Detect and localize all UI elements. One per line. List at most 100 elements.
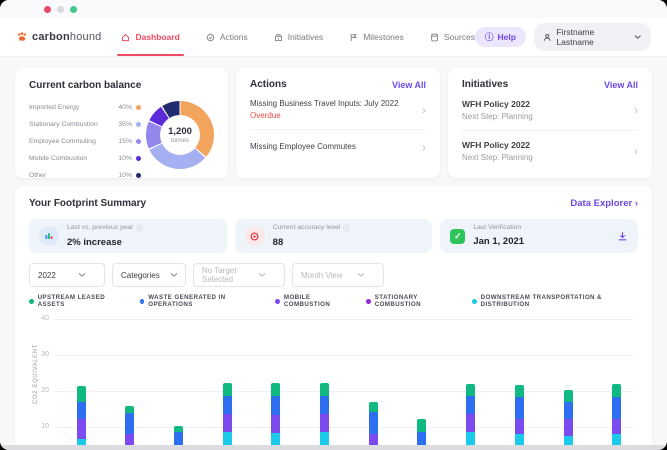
- bar-segment: [76, 438, 86, 450]
- bar-segment: [563, 419, 573, 436]
- y-axis-label: CO2 EQUIVALENT: [33, 344, 39, 404]
- brand-logo[interactable]: carbonhound: [16, 31, 101, 43]
- legend-percent: 40%: [118, 104, 132, 111]
- bar-chart-legend: UPSTREAM LEASED ASSETS WASTE GENERATED I…: [29, 294, 638, 308]
- legend-row: Mobile Combustion 10%: [29, 150, 141, 167]
- carbon-balance-title: Current carbon balance: [29, 80, 142, 91]
- nav-label: Dashboard: [135, 32, 180, 42]
- initiatives-card: Initiatives View All WFH Policy 2022 Nex…: [448, 68, 652, 178]
- stacked-bar[interactable]: [563, 389, 573, 450]
- home-icon: [122, 33, 130, 41]
- initiative-next-step: Next Step: Planning: [462, 112, 533, 121]
- person-icon: [543, 33, 551, 41]
- action-item[interactable]: Missing Employee Commutes ›: [250, 130, 426, 163]
- filter-value: No Target Selected: [202, 266, 237, 284]
- bar-segment: [417, 419, 427, 433]
- stacked-bar[interactable]: [125, 406, 135, 450]
- categories-filter-dropdown[interactable]: Categories: [112, 263, 186, 287]
- bar-segment: [612, 396, 622, 419]
- initiatives-view-all-link[interactable]: View All: [603, 79, 638, 90]
- bar-segment: [320, 432, 329, 450]
- info-icon[interactable]: ⓘ: [136, 225, 143, 232]
- nav-item-milestones[interactable]: Milestones: [349, 18, 404, 56]
- bar-segment: [271, 433, 281, 450]
- stat-last-verification: ✓ Last Verification Jan 1, 2021: [440, 219, 639, 253]
- legend-row: Other 10%: [29, 167, 141, 184]
- legend-item: DOWNSTREAM TRANSPORTATION & DISTRIBUTION: [472, 294, 638, 308]
- chevron-down-icon: [635, 35, 642, 39]
- window-minimize-dot[interactable]: [57, 5, 64, 13]
- actions-title: Actions: [250, 79, 287, 90]
- bar-segment: [368, 433, 378, 450]
- footprint-summary-card: Your Footprint Summary Data Explorer › L…: [15, 186, 652, 450]
- bar-segment: [76, 385, 86, 403]
- stacked-bar[interactable]: [76, 385, 86, 450]
- nav-item-initiatives[interactable]: Initiatives: [274, 18, 323, 56]
- target-filter-dropdown[interactable]: No Target Selected: [193, 263, 285, 287]
- actions-view-all-link[interactable]: View All: [391, 79, 426, 90]
- y-tick: 20: [41, 387, 49, 394]
- bar-segment: [612, 433, 622, 450]
- user-menu[interactable]: Firstname Lastname: [533, 23, 651, 51]
- initiative-title: WFH Policy 2022: [462, 140, 531, 150]
- paw-icon: [18, 32, 26, 41]
- nav-items: Dashboard Actions Initiatives Milestones…: [117, 18, 475, 56]
- filter-value: 2022: [38, 270, 56, 280]
- action-item[interactable]: Missing Business Travel Inputs: July 202…: [250, 90, 426, 130]
- nav-item-dashboard[interactable]: Dashboard: [117, 18, 185, 56]
- stacked-bar[interactable]: [466, 384, 476, 450]
- legend-dot: [136, 139, 141, 144]
- download-icon: [618, 231, 627, 240]
- stacked-bar[interactable]: [612, 384, 622, 450]
- view-filter-dropdown[interactable]: Month View: [292, 263, 384, 287]
- chevron-right-icon: ›: [634, 144, 638, 158]
- bar-segment: [173, 432, 183, 450]
- bar-segment: [466, 396, 476, 415]
- y-tick: 30: [41, 351, 49, 358]
- chevron-down-icon: [170, 272, 178, 277]
- legend-percent: 35%: [118, 121, 132, 128]
- action-status: Overdue: [250, 111, 281, 120]
- legend-dot: [136, 156, 141, 161]
- legend-dot: [139, 298, 145, 304]
- initiatives-title: Initiatives: [462, 79, 509, 90]
- stacked-bar[interactable]: [320, 383, 329, 450]
- stat-label: Last Verification: [473, 223, 522, 231]
- info-icon[interactable]: ⓘ: [343, 225, 350, 232]
- nav-item-actions[interactable]: Actions: [206, 18, 248, 56]
- legend-percent: 10%: [118, 155, 132, 162]
- year-filter-dropdown[interactable]: 2022: [29, 263, 105, 287]
- brand-bold: carbon: [32, 31, 70, 43]
- stacked-bar[interactable]: [271, 383, 281, 450]
- stacked-bar[interactable]: [514, 384, 524, 450]
- stacked-bar[interactable]: [173, 425, 183, 450]
- window-zoom-dot[interactable]: [70, 5, 77, 13]
- bar-segment: [514, 384, 524, 397]
- actions-card: Actions View All Missing Business Travel…: [236, 68, 440, 178]
- help-button[interactable]: ⓘ Help: [475, 27, 526, 47]
- data-explorer-link[interactable]: Data Explorer ›: [570, 198, 638, 209]
- gridline: [55, 427, 634, 428]
- download-button[interactable]: [617, 231, 628, 242]
- legend-label: Imported Energy: [29, 104, 80, 111]
- legend-percent: 15%: [118, 138, 132, 145]
- database-icon: [430, 32, 438, 42]
- legend-label: Other: [29, 172, 46, 179]
- bar-segment: [514, 433, 524, 450]
- stacked-bar[interactable]: [417, 419, 427, 450]
- initiative-title: WFH Policy 2022: [462, 99, 531, 109]
- bar-segment: [222, 414, 232, 433]
- stacked-bar[interactable]: [368, 402, 378, 450]
- target-icon: [244, 226, 265, 246]
- nav-item-sources[interactable]: Sources: [430, 18, 475, 56]
- legend-label: Employee Commuting: [29, 138, 96, 145]
- nav-label: Initiatives: [287, 32, 324, 42]
- stacked-bar[interactable]: [222, 383, 232, 450]
- initiative-item[interactable]: WFH Policy 2022 Next Step: Planning ›: [462, 131, 638, 171]
- bar-segment: [466, 414, 476, 433]
- window-close-dot[interactable]: [44, 5, 51, 13]
- stacked-bar-chart: CO2 EQUIVALENT 40 30 20 10: [33, 311, 634, 450]
- window-titlebar: [0, 0, 667, 18]
- initiative-item[interactable]: WFH Policy 2022 Next Step: Planning ›: [462, 90, 638, 131]
- brand-light: hound: [69, 31, 102, 43]
